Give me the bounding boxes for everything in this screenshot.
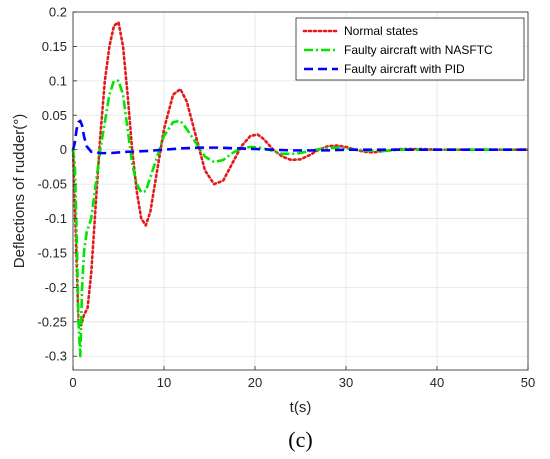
x-tick-label: 30 <box>339 375 353 390</box>
x-tick-label: 20 <box>248 375 262 390</box>
legend-label-1: Normal states <box>344 24 418 38</box>
y-tick-label: 0.2 <box>49 5 67 20</box>
y-tick-label: -0.1 <box>45 211 67 226</box>
series-line-3 <box>71 119 528 155</box>
y-tick-label: 0 <box>60 142 67 157</box>
axis-ticks: 0 10 20 30 40 50 -0.3 -0.25 -0.2 -0.15 -0.1 -0.05 0 0… <box>37 5 535 391</box>
x-tick-label: 10 <box>157 375 171 390</box>
x-axis-label: t(s) <box>290 399 312 416</box>
y-tick-label: -0.05 <box>37 177 67 192</box>
y-tick-label: -0.3 <box>45 349 67 364</box>
series-line-2 <box>71 79 528 358</box>
series-layer <box>71 21 530 358</box>
x-tick-label: 0 <box>69 375 76 390</box>
legend-label-3: Faulty aircraft with PID <box>344 62 465 76</box>
x-tick-label: 40 <box>430 375 444 390</box>
y-tick-label: -0.2 <box>45 280 67 295</box>
y-tick-label: -0.15 <box>37 245 67 260</box>
y-tick-label: 0.1 <box>49 73 67 88</box>
series-line-1 <box>71 21 530 327</box>
plot-area-frame <box>72 11 529 371</box>
figure-caption: (c) <box>288 427 312 452</box>
y-tick-label: 0.15 <box>42 39 67 54</box>
legend-label-2: Faulty aircraft with NASFTC <box>344 43 493 57</box>
y-axis-label: Deflections of rudder(°) <box>11 114 28 268</box>
y-tick-label: -0.25 <box>37 314 67 329</box>
legend: Normal states Faulty aircraft with NASFTC… <box>295 17 525 81</box>
x-tick-label: 50 <box>521 375 535 390</box>
y-tick-label: 0.05 <box>42 108 67 123</box>
